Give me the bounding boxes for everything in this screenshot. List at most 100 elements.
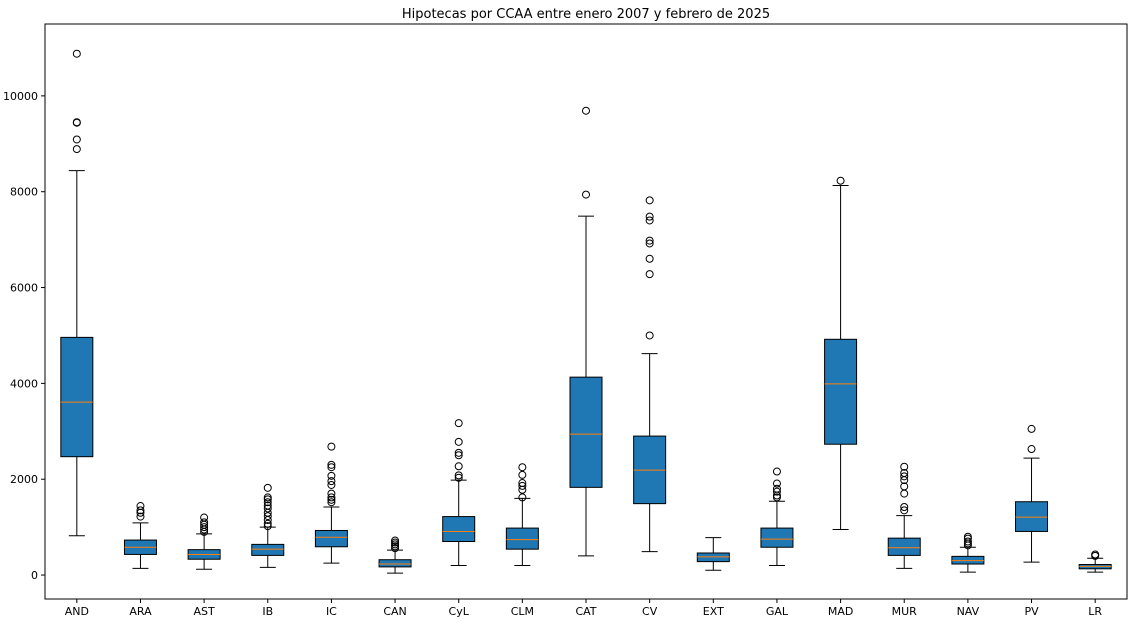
outlier-point <box>454 448 463 457</box>
outlier-point <box>836 176 845 185</box>
outlier-point <box>582 106 590 115</box>
outlier-point <box>645 236 654 245</box>
y-tick-label: 2000 <box>10 473 38 486</box>
outlier-point <box>772 484 781 493</box>
box-iqr <box>442 516 476 542</box>
x-tick-label: CAT <box>575 605 596 618</box>
outlier-point <box>645 216 654 225</box>
x-tick-label: AND <box>65 605 89 618</box>
outlier-point <box>263 498 272 507</box>
box-ast <box>187 513 221 570</box>
outlier-point <box>327 460 336 469</box>
x-tick-label: MAD <box>828 605 854 618</box>
outlier-point <box>327 477 336 486</box>
outlier-point <box>645 331 654 340</box>
x-tick-label: LR <box>1088 605 1102 618</box>
box-mur <box>887 462 921 569</box>
box-iqr <box>569 376 603 488</box>
y-tick-label: 4000 <box>10 377 38 390</box>
outlier-point <box>772 487 781 496</box>
outlier-point <box>900 482 909 491</box>
y-axis: 0 2000 4000 6000 8000 10000 <box>3 90 45 582</box>
outlier-point <box>327 463 336 472</box>
x-tick-label: AST <box>194 605 216 618</box>
box-iqr <box>314 529 348 548</box>
outlier-point <box>1027 424 1036 433</box>
outlier-point <box>263 493 272 502</box>
x-tick-label: NAV <box>957 605 980 618</box>
x-tick-label: CyL <box>449 605 470 618</box>
y-tick-label: 6000 <box>10 282 38 295</box>
outlier-point <box>454 462 463 471</box>
outlier-point <box>1027 445 1036 454</box>
outlier-point <box>645 239 654 248</box>
outlier-point <box>900 468 909 477</box>
box-cyl <box>442 419 476 566</box>
outlier-point <box>645 212 654 221</box>
box-ib <box>251 483 285 568</box>
x-tick-label: CLM <box>511 605 534 618</box>
chart-title: Hipotecas por CCAA entre enero 2007 y fe… <box>402 7 770 22</box>
outlier-point <box>263 501 272 510</box>
outlier-point <box>518 463 527 472</box>
box-clm <box>505 463 539 566</box>
box-can <box>378 536 412 574</box>
box-ara <box>123 502 157 569</box>
x-tick-label: MUR <box>892 605 918 618</box>
outlier-point <box>136 506 145 515</box>
outlier-point <box>391 536 400 545</box>
outlier-point <box>263 522 272 531</box>
box-lr <box>1078 550 1112 573</box>
outlier-point <box>72 49 81 58</box>
outlier-point <box>136 512 145 521</box>
x-tick-label: PV <box>1024 605 1039 618</box>
outlier-point <box>900 472 909 481</box>
x-tick-label: CAN <box>383 605 406 618</box>
outlier-point <box>645 196 654 205</box>
outlier-point <box>327 493 336 502</box>
outlier-point <box>263 512 272 521</box>
outlier-point <box>327 495 336 504</box>
box-ext <box>696 537 730 571</box>
y-tick-label: 0 <box>31 569 38 582</box>
outlier-point <box>454 419 463 428</box>
box-and <box>60 49 94 537</box>
x-tick-label: IC <box>326 605 337 618</box>
y-tick-label: 8000 <box>10 186 38 199</box>
outlier-point <box>327 442 336 451</box>
outlier-point <box>327 480 336 489</box>
outlier-point <box>900 506 909 515</box>
outlier-point <box>72 118 81 127</box>
box-iqr <box>378 559 412 568</box>
outlier-point <box>454 471 463 480</box>
x-tick-label: ARA <box>129 605 152 618</box>
box-mad <box>824 176 858 531</box>
outlier-point <box>327 489 336 498</box>
outlier-point <box>900 503 909 511</box>
outlier-point <box>454 451 463 460</box>
x-tick-label: IB <box>262 605 273 618</box>
outlier-point <box>1091 550 1100 559</box>
outlier-point <box>518 479 527 488</box>
box-cv <box>633 196 667 553</box>
outlier-point <box>582 190 590 199</box>
outlier-point <box>263 519 272 528</box>
x-tick-label: CV <box>642 605 658 618</box>
box-iqr <box>824 338 858 445</box>
box-iqr <box>505 527 539 550</box>
box-iqr <box>60 336 94 458</box>
outlier-point <box>327 471 336 480</box>
outlier-point <box>72 135 81 144</box>
outlier-point <box>963 532 972 541</box>
box-iqr <box>251 543 285 556</box>
outlier-point <box>900 489 909 498</box>
outlier-point <box>518 481 527 490</box>
outlier-point <box>772 479 781 488</box>
outlier-point <box>327 498 336 507</box>
outlier-point <box>645 254 654 263</box>
box-pv <box>1015 424 1049 563</box>
outlier-point <box>200 513 209 522</box>
outlier-point <box>72 145 81 154</box>
